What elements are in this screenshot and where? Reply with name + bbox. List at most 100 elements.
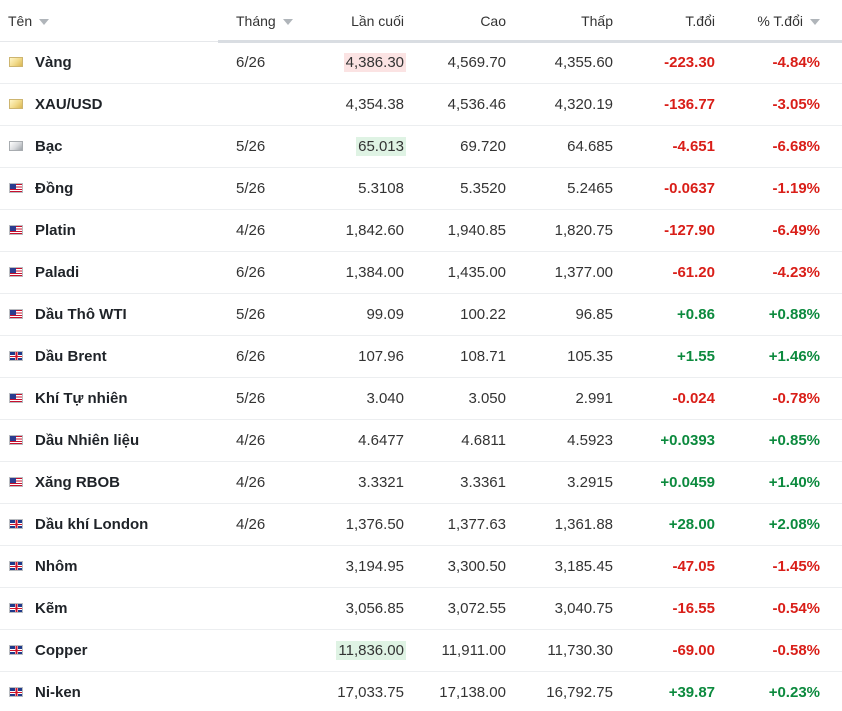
low-price: 64.685 — [567, 138, 613, 155]
low-price: 105.35 — [567, 348, 613, 365]
table-row[interactable]: Xăng RBOB 4/26 3.3321 3.3361 3.2915 +0.0459 +1… — [0, 462, 842, 504]
instrument-name-link[interactable]: Dầu khí London — [35, 516, 149, 533]
instrument-name-link[interactable]: Kẽm — [35, 600, 68, 617]
price-change: +0.86 — [677, 306, 715, 323]
high-price: 69.720 — [460, 138, 506, 155]
column-header-pct-change[interactable]: % T.đổi — [757, 13, 820, 29]
table-row[interactable]: XAU/USD 4,354.38 4,536.46 4,320.19 -136.77 -3… — [0, 84, 842, 126]
percent-change: +0.23% — [768, 684, 820, 701]
table-row[interactable]: Kẽm 3,056.85 3,072.55 3,040.75 -16.55 -0.54% — [0, 588, 842, 630]
silver-bar-icon — [9, 141, 23, 151]
last-price: 3.3321 — [358, 474, 404, 491]
last-price: 5.3108 — [358, 180, 404, 197]
instrument-name-link[interactable]: Ni-ken — [35, 684, 81, 701]
percent-change: +0.88% — [768, 306, 820, 323]
column-header-name[interactable]: Tên — [8, 13, 50, 29]
instrument-name-link[interactable]: Platin — [35, 222, 76, 239]
table-row[interactable]: Khí Tự nhiên 5/26 3.040 3.050 2.991 -0.024 -0.… — [0, 378, 842, 420]
price-change: +39.87 — [668, 684, 715, 701]
column-header-high[interactable]: Cao — [480, 13, 506, 29]
instrument-name-link[interactable]: Dầu Brent — [35, 348, 107, 365]
table-row[interactable]: Copper 11,836.00 11,911.00 11,730.30 -69.00 -… — [0, 630, 842, 672]
high-price: 4,569.70 — [447, 54, 506, 71]
contract-month: 4/26 — [236, 516, 266, 533]
price-change: +28.00 — [668, 516, 715, 533]
contract-month: 4/26 — [236, 474, 266, 491]
instrument-name-link[interactable]: XAU/USD — [35, 96, 103, 113]
high-price: 1,940.85 — [447, 222, 506, 239]
price-change: -127.90 — [664, 222, 715, 239]
price-change: +0.0393 — [660, 432, 715, 449]
table-row[interactable]: Nhôm 3,194.95 3,300.50 3,185.45 -47.05 -1.45% — [0, 546, 842, 588]
last-price: 3.040 — [366, 390, 404, 407]
table-row[interactable]: Đồng 5/26 5.3108 5.3520 5.2465 -0.0637 -1.19% — [0, 168, 842, 210]
instrument-name-link[interactable]: Bạc — [35, 138, 63, 155]
instrument-name-link[interactable]: Xăng RBOB — [35, 474, 121, 491]
last-price: 3,056.85 — [345, 600, 404, 617]
instrument-name-link[interactable]: Đồng — [35, 180, 74, 197]
uk-flag-icon — [9, 519, 23, 529]
price-change: -69.00 — [672, 642, 715, 659]
sort-caret-icon[interactable] — [282, 18, 293, 25]
sort-caret-icon[interactable] — [810, 18, 820, 25]
table-row[interactable]: Vàng 6/26 4,386.30 4,569.70 4,355.60 -223.30 -… — [0, 42, 842, 84]
high-price: 3,072.55 — [447, 600, 506, 617]
table-row[interactable]: Paladi 6/26 1,384.00 1,435.00 1,377.00 -61.20… — [0, 252, 842, 294]
table-row[interactable]: Dầu Nhiên liệu 4/26 4.6477 4.6811 4.5923 +0.0… — [0, 420, 842, 462]
table-row[interactable]: Bạc 5/26 65.013 69.720 64.685 -4.651 -6.68% — [0, 126, 842, 168]
contract-month: 6/26 — [236, 348, 266, 365]
high-price: 1,377.63 — [447, 516, 506, 533]
instrument-name-link[interactable]: Vàng — [35, 54, 72, 71]
low-price: 5.2465 — [567, 180, 613, 197]
column-header-last[interactable]: Lần cuối — [351, 13, 404, 29]
price-change: -4.651 — [672, 138, 715, 155]
price-change: -223.30 — [664, 54, 715, 71]
column-header-month[interactable]: Tháng — [236, 13, 293, 29]
low-price: 16,792.75 — [546, 684, 613, 701]
low-price: 4.5923 — [567, 432, 613, 449]
percent-change: -1.19% — [772, 180, 820, 197]
last-price: 11,836.00 — [336, 641, 406, 660]
instrument-name-link[interactable]: Khí Tự nhiên — [35, 390, 128, 407]
column-header-low[interactable]: Thấp — [581, 13, 613, 29]
low-price: 3,185.45 — [554, 558, 613, 575]
last-price: 65.013 — [356, 137, 406, 156]
instrument-name-link[interactable]: Nhôm — [35, 558, 78, 575]
price-change: +1.55 — [677, 348, 715, 365]
instrument-name-link[interactable]: Dầu Nhiên liệu — [35, 432, 140, 449]
table-row[interactable]: Ni-ken 17,033.75 17,138.00 16,792.75 +39.87 +… — [0, 672, 842, 711]
low-price: 3.2915 — [567, 474, 613, 491]
percent-change: +1.46% — [768, 348, 820, 365]
high-price: 4,536.46 — [447, 96, 506, 113]
contract-month: 6/26 — [236, 264, 266, 281]
sort-caret-icon[interactable] — [39, 18, 50, 25]
table-row[interactable]: Dầu khí London 4/26 1,376.50 1,377.63 1,361.… — [0, 504, 842, 546]
instrument-name-link[interactable]: Copper — [35, 642, 88, 659]
high-price: 4.6811 — [461, 432, 506, 449]
low-price: 2.991 — [575, 390, 613, 407]
percent-change: -6.68% — [772, 138, 820, 155]
instrument-name-link[interactable]: Dầu Thô WTI — [35, 306, 127, 323]
percent-change: +1.40% — [768, 474, 820, 491]
gold-bar-icon — [9, 99, 23, 109]
contract-month: 5/26 — [236, 306, 266, 323]
us-flag-icon — [9, 309, 23, 319]
high-price: 3.050 — [468, 390, 506, 407]
table-row[interactable]: Dầu Brent 6/26 107.96 108.71 105.35 +1.55 +1.4… — [0, 336, 842, 378]
table-row[interactable]: Platin 4/26 1,842.60 1,940.85 1,820.75 -127.9… — [0, 210, 842, 252]
high-price: 11,911.00 — [441, 642, 506, 659]
instrument-name-link[interactable]: Paladi — [35, 264, 80, 281]
percent-change: -0.78% — [772, 390, 820, 407]
low-price: 11,730.30 — [547, 642, 613, 659]
table-row[interactable]: Dầu Thô WTI 5/26 99.09 100.22 96.85 +0.86 +0.8… — [0, 294, 842, 336]
high-price: 100.22 — [460, 306, 506, 323]
uk-flag-icon — [9, 645, 23, 655]
contract-month: 5/26 — [236, 138, 266, 155]
high-price: 5.3520 — [460, 180, 506, 197]
uk-flag-icon — [9, 561, 23, 571]
column-header-change[interactable]: T.đổi — [685, 13, 715, 29]
percent-change: -4.84% — [772, 54, 820, 71]
high-price: 17,138.00 — [439, 684, 506, 701]
percent-change: -1.45% — [772, 558, 820, 575]
